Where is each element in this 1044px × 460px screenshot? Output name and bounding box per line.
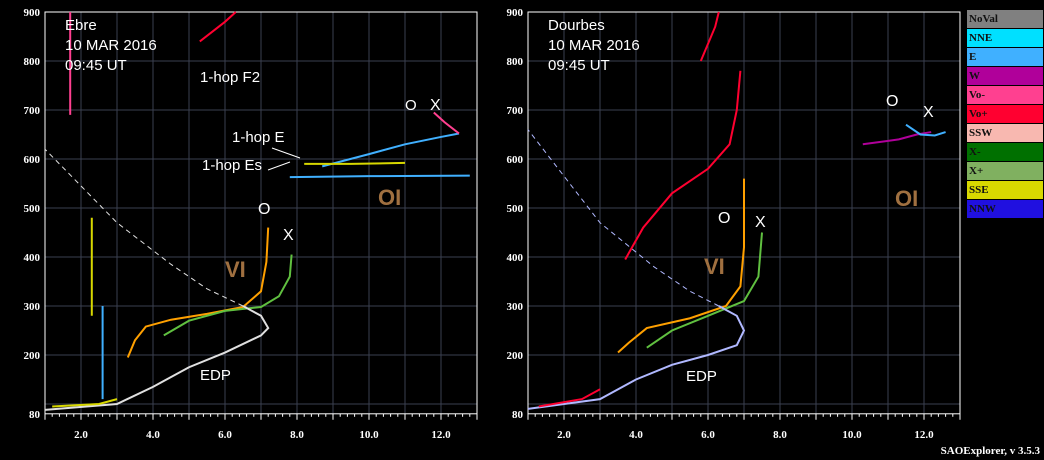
x-tick-label: 4.0: [629, 429, 643, 441]
x-tick-label: 2.0: [74, 429, 88, 441]
legend-item: SSE: [967, 181, 1043, 199]
y-tick-label: 80: [512, 409, 524, 421]
panel-date: 10 MAR 2016: [65, 37, 157, 54]
annotation: O: [258, 201, 270, 218]
y-tick-label: 700: [507, 105, 524, 117]
x-tick-label: 6.0: [701, 429, 715, 441]
y-tick-label: 80: [29, 409, 41, 421]
x-tick-label: 6.0: [218, 429, 232, 441]
y-tick-label: 500: [507, 203, 524, 215]
version-footer: SAOExplorer, v 3.5.3: [940, 445, 1040, 457]
annotation: O: [886, 93, 898, 110]
annotation: 1-hop E: [232, 129, 285, 146]
y-tick-label: 800: [507, 56, 524, 68]
y-tick-label: 800: [24, 56, 41, 68]
x-tick-label: 12.0: [431, 429, 451, 441]
x-tick-label: 10.0: [359, 429, 379, 441]
annotation: VI: [225, 257, 246, 282]
x-tick-label: 8.0: [773, 429, 787, 441]
annotation: EDP: [200, 367, 231, 384]
y-tick-label: 200: [507, 350, 524, 362]
y-tick-label: 600: [24, 154, 41, 166]
annotation: VI: [704, 254, 725, 279]
trace-edp: [44, 305, 270, 411]
trace-upper: [199, 11, 237, 43]
legend-item: SSW: [967, 124, 1043, 142]
annotation: X: [430, 97, 441, 114]
trace-1-hop-f2: [321, 132, 460, 168]
trace-es: [52, 398, 118, 408]
legend-item: NNW: [967, 200, 1043, 218]
x-tick-label: 2.0: [557, 429, 571, 441]
legend-item: NoVal: [967, 10, 1043, 28]
legend-item: NNE: [967, 29, 1043, 47]
annotation: X: [755, 214, 766, 231]
panel-time: 09:45 UT: [65, 57, 127, 74]
panel-date: 10 MAR 2016: [548, 37, 640, 54]
trace-1-hop-f2-x: [433, 111, 460, 135]
trace-o: [617, 178, 745, 354]
annotation: X: [283, 227, 294, 244]
trace-edp-extrap: [527, 129, 720, 307]
trace-edp: [527, 305, 746, 410]
legend-item: E: [967, 48, 1043, 66]
ionogram-panel-ebre: 2.0 4.0 6.0 8.0 10.0 12.0 80 200 300 400 500 600 700…: [24, 7, 478, 441]
y-tick-label: 900: [507, 7, 524, 19]
y-tick-label: 500: [24, 203, 41, 215]
y-tick-label: 400: [507, 252, 524, 264]
annotation: X: [923, 104, 934, 121]
legend-item: Vo+: [967, 105, 1043, 123]
x-tick-label: 4.0: [146, 429, 160, 441]
y-tick-label: 200: [24, 350, 41, 362]
y-tick-label: 700: [24, 105, 41, 117]
annotation: OI: [378, 185, 401, 210]
ionogram-panel-dourbes: 2.0 4.0 6.0 8.0 10.0 12.0 80 200 300 400 500 600 700…: [507, 7, 961, 441]
legend-item: W: [967, 67, 1043, 85]
legend-item: X-: [967, 143, 1043, 161]
legend-item: X+: [967, 162, 1043, 180]
x-tick-label: 8.0: [290, 429, 304, 441]
trace-es: [538, 388, 601, 408]
trace-o: [126, 227, 270, 358]
legend-item: Vo-: [967, 86, 1043, 104]
trace-oblique-o: [862, 131, 932, 146]
trace-upper: [699, 11, 720, 62]
panel-time: 09:45 UT: [548, 57, 610, 74]
y-tick-label: 600: [507, 154, 524, 166]
x-tick-label: 10.0: [842, 429, 862, 441]
annotation: O: [405, 97, 417, 114]
trace-x: [163, 254, 293, 337]
annotation: O: [718, 210, 730, 227]
trace-spread-f: [624, 70, 742, 260]
trace-1-hop-e: [304, 161, 406, 165]
annotation: 1-hop Es: [202, 157, 262, 174]
x-tick-label: 12.0: [914, 429, 934, 441]
trace-1-hop-es: [289, 174, 470, 179]
y-tick-label: 400: [24, 252, 41, 264]
arrow-1hop-es: [267, 161, 291, 171]
trace-oblique-x: [905, 123, 946, 137]
annotation: 1-hop F2: [200, 69, 260, 86]
annotation: OI: [895, 186, 918, 211]
trace-edp-extrap: [44, 148, 244, 307]
trace-x: [646, 232, 763, 349]
panel-title: Ebre: [65, 17, 97, 34]
y-tick-label: 300: [24, 301, 41, 313]
panel-title: Dourbes: [548, 17, 605, 34]
y-tick-label: 900: [24, 7, 41, 19]
annotation: EDP: [686, 368, 717, 385]
legend: NoVal NNE E W Vo- Vo+ SSW X- X+ SSE NNW: [967, 10, 1043, 219]
y-tick-label: 300: [507, 301, 524, 313]
arrow-1hop-e: [271, 147, 301, 159]
